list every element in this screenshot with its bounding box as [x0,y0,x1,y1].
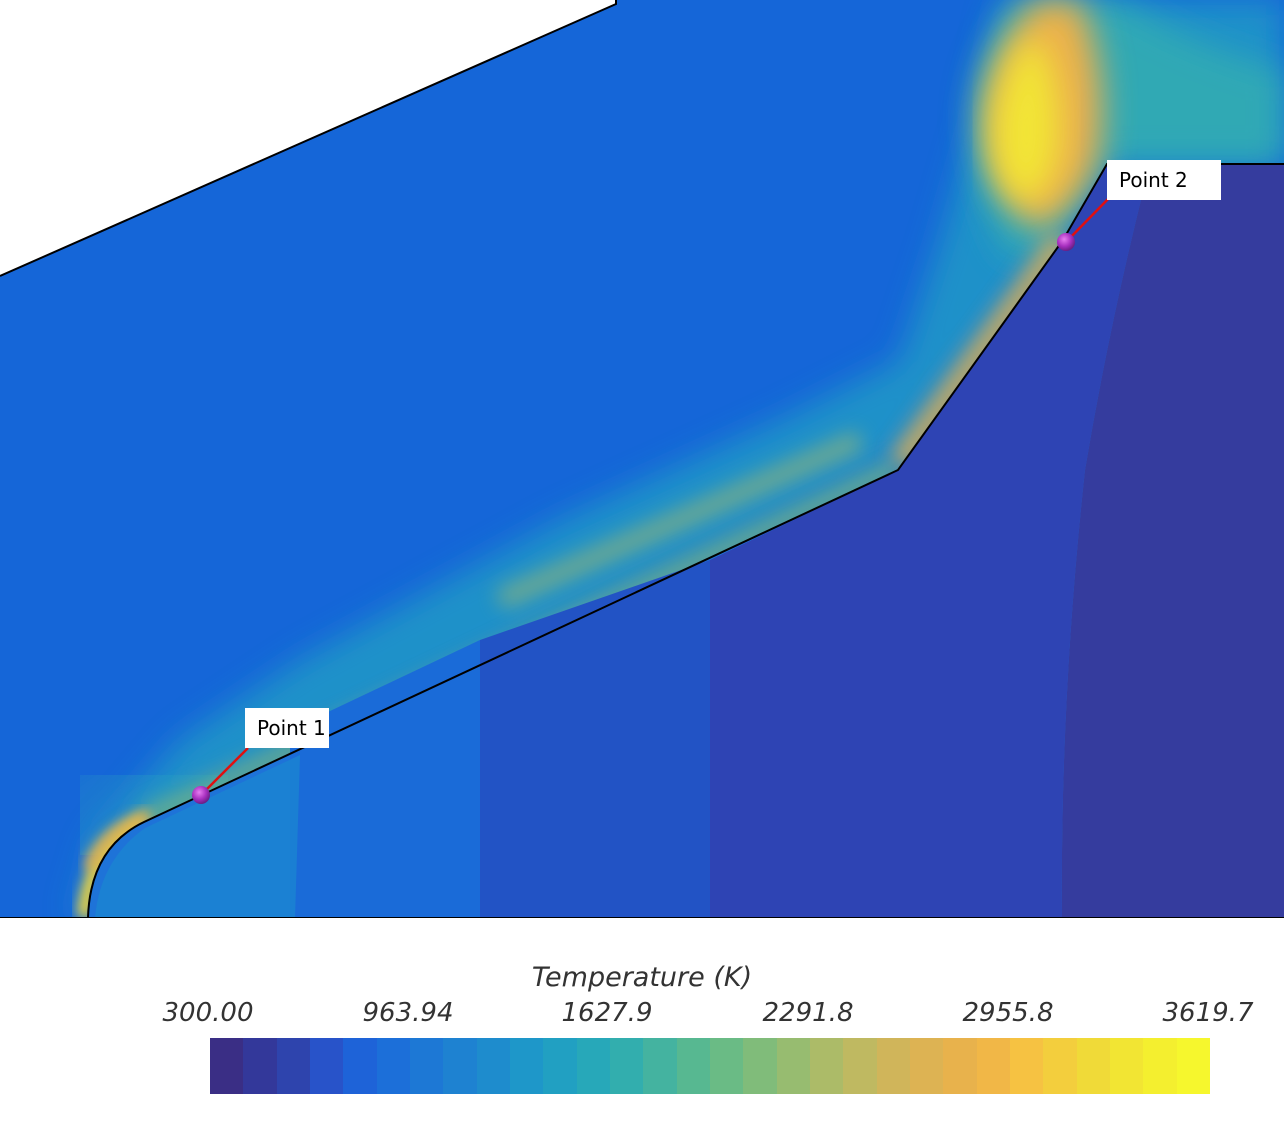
colorbar-swatch [876,1038,910,1094]
probe-1-sphere[interactable] [192,786,210,804]
colorbar-swatch [376,1038,410,1094]
colorbar-swatch [1043,1038,1077,1094]
probe-1-leader-line [200,747,249,796]
probe-2-leader-line [1065,196,1111,243]
solid-boundary-outline [87,163,1284,918]
colorbar-swatch [609,1038,644,1094]
colorbar-swatch [243,1038,277,1094]
colorbar-swatch [743,1038,777,1094]
colorbar-swatch [543,1038,577,1094]
colorbar-swatch [276,1038,310,1094]
colorbar-swatch [843,1038,877,1094]
colorbar-swatch [409,1038,444,1094]
colorbar-swatch [1176,1038,1210,1094]
colorbar-swatch [943,1038,977,1094]
colorbar-swatch [476,1038,510,1094]
colorbar-swatch [443,1038,477,1094]
probe-2-sphere[interactable] [1057,233,1075,251]
fluid-region [0,0,1284,918]
colorbar-swatch [909,1038,944,1094]
colorbar-swatch [1076,1038,1110,1094]
colorbar-swatch [1143,1038,1177,1094]
probe-point-2[interactable] [1057,196,1111,251]
colorbar-swatch [509,1038,544,1094]
legend-tick-label: 300.00 [162,998,254,1028]
colorbar-swatch [676,1038,710,1094]
legend-tick-label: 2955.8 [962,998,1054,1028]
solid-region [88,164,1284,918]
colorbar-swatch [576,1038,610,1094]
temperature-contour-plot [0,0,1284,918]
point-2-label: Point 2 [1107,160,1221,200]
colorbar-swatch [976,1038,1010,1094]
legend-tick-label: 963.94 [362,998,454,1028]
colorbar-swatch [809,1038,844,1094]
colorbar-swatch [309,1038,344,1094]
legend-title: Temperature (K) [531,962,753,993]
colorbar-swatch [1109,1038,1144,1094]
point-1-label: Point 1 [245,708,329,748]
legend-colorbar [210,1038,1210,1094]
colorbar-swatch [709,1038,744,1094]
legend-tick-label: 3619.7 [1162,998,1254,1028]
colorbar-swatch [343,1038,377,1094]
colorbar-swatch [643,1038,677,1094]
colorbar-swatch [1009,1038,1044,1094]
probe-point-1[interactable] [192,747,249,804]
colorbar-swatch [776,1038,810,1094]
colorbar-swatch [210,1038,244,1094]
legend-tick-label: 1627.9 [561,998,653,1028]
wall-outline [0,0,617,277]
legend-tick-label: 2291.8 [762,998,854,1028]
